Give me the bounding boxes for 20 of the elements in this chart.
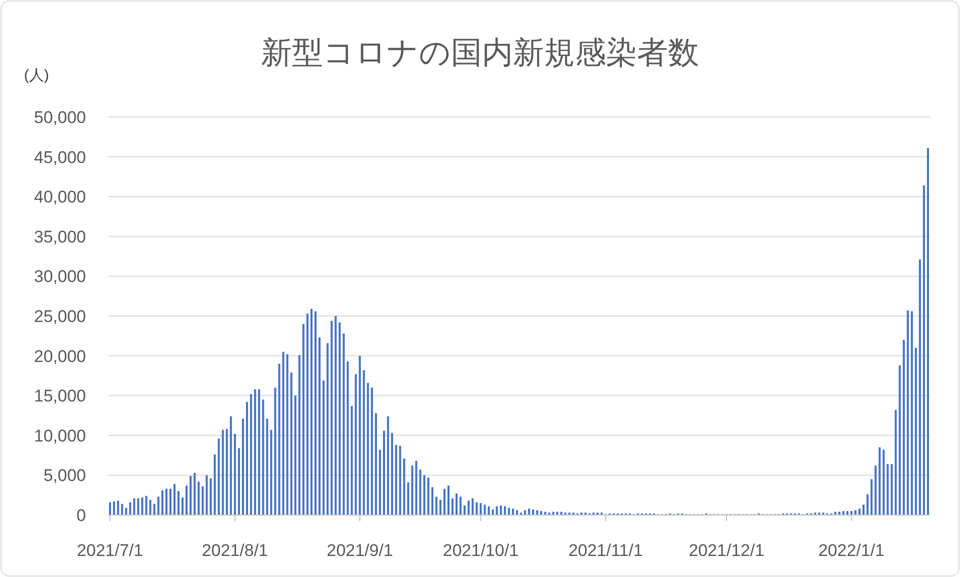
x-tick-label: 2021/8/1 — [202, 541, 268, 560]
y-tick-label: 20,000 — [34, 346, 86, 366]
x-tick-label: 2021/7/1 — [76, 541, 144, 560]
y-tick-label: 25,000 — [34, 307, 86, 326]
x-tick-label: 2021/9/1 — [326, 541, 393, 560]
y-tick-label: 35,000 — [34, 227, 86, 246]
y-axis-title: (人) — [24, 67, 49, 84]
y-tick-label: 10,000 — [34, 426, 86, 446]
y-tick-label: 40,000 — [34, 188, 86, 207]
chart-title: 新型コロナの国内新規感染者数 — [261, 35, 699, 70]
x-tick-label: 2021/11/1 — [568, 541, 643, 560]
y-tick-label: 50,000 — [34, 108, 86, 127]
x-tick-label: 2022/1/1 — [818, 541, 885, 560]
y-tick-label: 30,000 — [34, 267, 86, 286]
y-tick-label: 45,000 — [34, 148, 86, 167]
y-tick-label: 5,000 — [43, 466, 86, 486]
x-tick-label: 2021/12/1 — [688, 541, 764, 560]
y-tick-label: 0 — [76, 506, 86, 525]
y-tick-label: 15,000 — [34, 386, 86, 406]
x-tick-label: 2021/10/1 — [442, 541, 519, 560]
